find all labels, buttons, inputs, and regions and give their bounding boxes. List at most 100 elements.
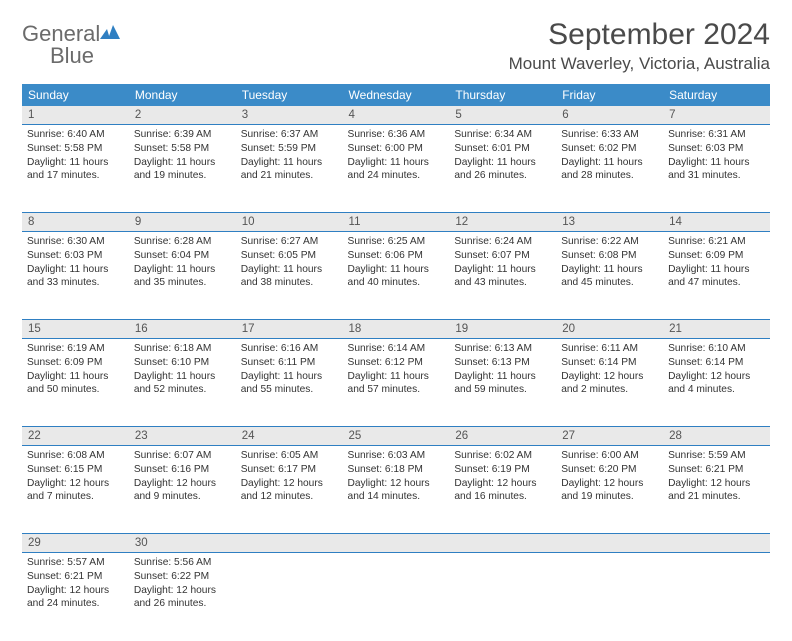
day-header-sun: Sunday — [22, 84, 129, 106]
day-number: 9 — [129, 213, 236, 232]
day-cell: Sunrise: 6:18 AMSunset: 6:10 PMDaylight:… — [129, 339, 236, 427]
brand-mark-icon — [100, 25, 122, 46]
day-number: 1 — [22, 106, 129, 125]
day-number — [343, 534, 450, 553]
day-cell: Sunrise: 6:22 AMSunset: 6:08 PMDaylight:… — [556, 232, 663, 320]
daynum-row: 22232425262728 — [22, 427, 770, 446]
day-number: 15 — [22, 320, 129, 339]
day-header-thu: Thursday — [449, 84, 556, 106]
day-number — [663, 534, 770, 553]
day-details: Sunrise: 6:40 AMSunset: 5:58 PMDaylight:… — [22, 125, 129, 189]
day-details: Sunrise: 6:37 AMSunset: 5:59 PMDaylight:… — [236, 125, 343, 189]
day-details: Sunrise: 6:30 AMSunset: 6:03 PMDaylight:… — [22, 232, 129, 296]
daynum-row: 2930 — [22, 534, 770, 553]
day-details: Sunrise: 6:10 AMSunset: 6:14 PMDaylight:… — [663, 339, 770, 403]
day-details: Sunrise: 6:13 AMSunset: 6:13 PMDaylight:… — [449, 339, 556, 403]
day-cell: Sunrise: 6:13 AMSunset: 6:13 PMDaylight:… — [449, 339, 556, 427]
day-cell: Sunrise: 6:28 AMSunset: 6:04 PMDaylight:… — [129, 232, 236, 320]
day-header-sat: Saturday — [663, 84, 770, 106]
day-header-wed: Wednesday — [343, 84, 450, 106]
day-number — [449, 534, 556, 553]
title-block: September 2024 Mount Waverley, Victoria,… — [509, 18, 770, 74]
day-number: 27 — [556, 427, 663, 446]
brand-text: General Blue — [22, 24, 122, 68]
day-cell: Sunrise: 5:57 AMSunset: 6:21 PMDaylight:… — [22, 553, 129, 641]
day-cell — [663, 553, 770, 641]
day-header-mon: Monday — [129, 84, 236, 106]
day-cell: Sunrise: 6:25 AMSunset: 6:06 PMDaylight:… — [343, 232, 450, 320]
day-cell: Sunrise: 6:31 AMSunset: 6:03 PMDaylight:… — [663, 125, 770, 213]
day-number: 8 — [22, 213, 129, 232]
day-number: 24 — [236, 427, 343, 446]
day-details: Sunrise: 6:25 AMSunset: 6:06 PMDaylight:… — [343, 232, 450, 296]
day-number: 19 — [449, 320, 556, 339]
day-details: Sunrise: 6:16 AMSunset: 6:11 PMDaylight:… — [236, 339, 343, 403]
day-cell: Sunrise: 6:08 AMSunset: 6:15 PMDaylight:… — [22, 446, 129, 534]
day-number — [556, 534, 663, 553]
day-cell: Sunrise: 6:03 AMSunset: 6:18 PMDaylight:… — [343, 446, 450, 534]
day-details: Sunrise: 6:31 AMSunset: 6:03 PMDaylight:… — [663, 125, 770, 189]
day-cell — [449, 553, 556, 641]
day-cell: Sunrise: 6:33 AMSunset: 6:02 PMDaylight:… — [556, 125, 663, 213]
day-details: Sunrise: 6:00 AMSunset: 6:20 PMDaylight:… — [556, 446, 663, 510]
day-details: Sunrise: 6:36 AMSunset: 6:00 PMDaylight:… — [343, 125, 450, 189]
day-details: Sunrise: 6:34 AMSunset: 6:01 PMDaylight:… — [449, 125, 556, 189]
day-details: Sunrise: 6:11 AMSunset: 6:14 PMDaylight:… — [556, 339, 663, 403]
day-cell: Sunrise: 6:10 AMSunset: 6:14 PMDaylight:… — [663, 339, 770, 427]
day-number: 30 — [129, 534, 236, 553]
day-number: 22 — [22, 427, 129, 446]
day-details: Sunrise: 6:08 AMSunset: 6:15 PMDaylight:… — [22, 446, 129, 510]
day-cell: Sunrise: 6:39 AMSunset: 5:58 PMDaylight:… — [129, 125, 236, 213]
day-details: Sunrise: 6:02 AMSunset: 6:19 PMDaylight:… — [449, 446, 556, 510]
day-cell: Sunrise: 6:36 AMSunset: 6:00 PMDaylight:… — [343, 125, 450, 213]
day-details: Sunrise: 6:21 AMSunset: 6:09 PMDaylight:… — [663, 232, 770, 296]
day-details: Sunrise: 6:03 AMSunset: 6:18 PMDaylight:… — [343, 446, 450, 510]
day-number: 6 — [556, 106, 663, 125]
day-cell: Sunrise: 6:07 AMSunset: 6:16 PMDaylight:… — [129, 446, 236, 534]
page-header: General Blue September 2024 Mount Waverl… — [22, 18, 770, 74]
day-number: 28 — [663, 427, 770, 446]
day-cell: Sunrise: 6:37 AMSunset: 5:59 PMDaylight:… — [236, 125, 343, 213]
week-row: Sunrise: 6:19 AMSunset: 6:09 PMDaylight:… — [22, 339, 770, 427]
day-details: Sunrise: 6:18 AMSunset: 6:10 PMDaylight:… — [129, 339, 236, 403]
day-cell: Sunrise: 6:16 AMSunset: 6:11 PMDaylight:… — [236, 339, 343, 427]
day-details: Sunrise: 5:57 AMSunset: 6:21 PMDaylight:… — [22, 553, 129, 617]
day-number: 2 — [129, 106, 236, 125]
week-row: Sunrise: 6:40 AMSunset: 5:58 PMDaylight:… — [22, 125, 770, 213]
day-number: 26 — [449, 427, 556, 446]
day-number: 23 — [129, 427, 236, 446]
day-number: 25 — [343, 427, 450, 446]
day-details: Sunrise: 5:59 AMSunset: 6:21 PMDaylight:… — [663, 446, 770, 510]
day-number: 14 — [663, 213, 770, 232]
week-row: Sunrise: 5:57 AMSunset: 6:21 PMDaylight:… — [22, 553, 770, 641]
day-cell — [343, 553, 450, 641]
day-number: 10 — [236, 213, 343, 232]
day-cell: Sunrise: 6:05 AMSunset: 6:17 PMDaylight:… — [236, 446, 343, 534]
day-number: 21 — [663, 320, 770, 339]
day-number: 29 — [22, 534, 129, 553]
day-details: Sunrise: 6:14 AMSunset: 6:12 PMDaylight:… — [343, 339, 450, 403]
week-row: Sunrise: 6:08 AMSunset: 6:15 PMDaylight:… — [22, 446, 770, 534]
day-cell: Sunrise: 6:34 AMSunset: 6:01 PMDaylight:… — [449, 125, 556, 213]
day-details: Sunrise: 6:07 AMSunset: 6:16 PMDaylight:… — [129, 446, 236, 510]
week-row: Sunrise: 6:30 AMSunset: 6:03 PMDaylight:… — [22, 232, 770, 320]
day-number: 3 — [236, 106, 343, 125]
day-details: Sunrise: 6:33 AMSunset: 6:02 PMDaylight:… — [556, 125, 663, 189]
daynum-row: 1234567 — [22, 106, 770, 125]
day-cell: Sunrise: 6:14 AMSunset: 6:12 PMDaylight:… — [343, 339, 450, 427]
day-number: 20 — [556, 320, 663, 339]
calendar-table: Sunday Monday Tuesday Wednesday Thursday… — [22, 84, 770, 641]
day-cell: Sunrise: 6:21 AMSunset: 6:09 PMDaylight:… — [663, 232, 770, 320]
day-details: Sunrise: 6:22 AMSunset: 6:08 PMDaylight:… — [556, 232, 663, 296]
day-cell: Sunrise: 6:02 AMSunset: 6:19 PMDaylight:… — [449, 446, 556, 534]
day-details: Sunrise: 6:05 AMSunset: 6:17 PMDaylight:… — [236, 446, 343, 510]
day-cell: Sunrise: 6:24 AMSunset: 6:07 PMDaylight:… — [449, 232, 556, 320]
day-cell: Sunrise: 6:11 AMSunset: 6:14 PMDaylight:… — [556, 339, 663, 427]
day-cell: Sunrise: 6:27 AMSunset: 6:05 PMDaylight:… — [236, 232, 343, 320]
day-header-row: Sunday Monday Tuesday Wednesday Thursday… — [22, 84, 770, 106]
brand-line2: Blue — [22, 43, 94, 68]
day-cell — [236, 553, 343, 641]
day-details: Sunrise: 6:39 AMSunset: 5:58 PMDaylight:… — [129, 125, 236, 189]
day-cell: Sunrise: 6:30 AMSunset: 6:03 PMDaylight:… — [22, 232, 129, 320]
day-details: Sunrise: 6:27 AMSunset: 6:05 PMDaylight:… — [236, 232, 343, 296]
